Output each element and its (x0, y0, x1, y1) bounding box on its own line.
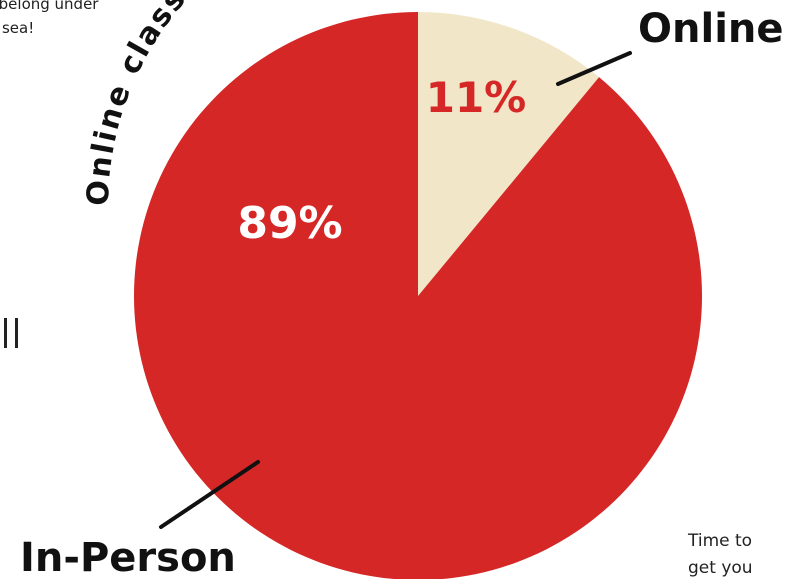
cropped-letter-fragment (4, 318, 18, 348)
cropped-note-top-left: t belong under e sea! (0, 0, 98, 40)
cropped-note-bottom-right: Time to get you (688, 528, 753, 582)
in-person-leader-line (159, 460, 260, 529)
cropped-note-bottom-right-line-2: get you (688, 558, 753, 578)
pie-slice-in-person (133, 12, 702, 579)
data-label-online: 11% (426, 73, 527, 122)
pie-slices (133, 12, 702, 579)
pie-slice-online (418, 12, 600, 296)
cropped-note-top-left-line-1: t belong under (0, 0, 99, 13)
category-label-in-person: In-Person (20, 535, 236, 579)
online-leader-line (556, 51, 632, 86)
category-label-online: Online (638, 6, 784, 52)
data-label-in-person: 89% (237, 198, 342, 249)
cropped-note-top-left-line-2: e sea! (0, 19, 35, 37)
cropped-note-bottom-right-line-1: Time to (688, 531, 753, 551)
